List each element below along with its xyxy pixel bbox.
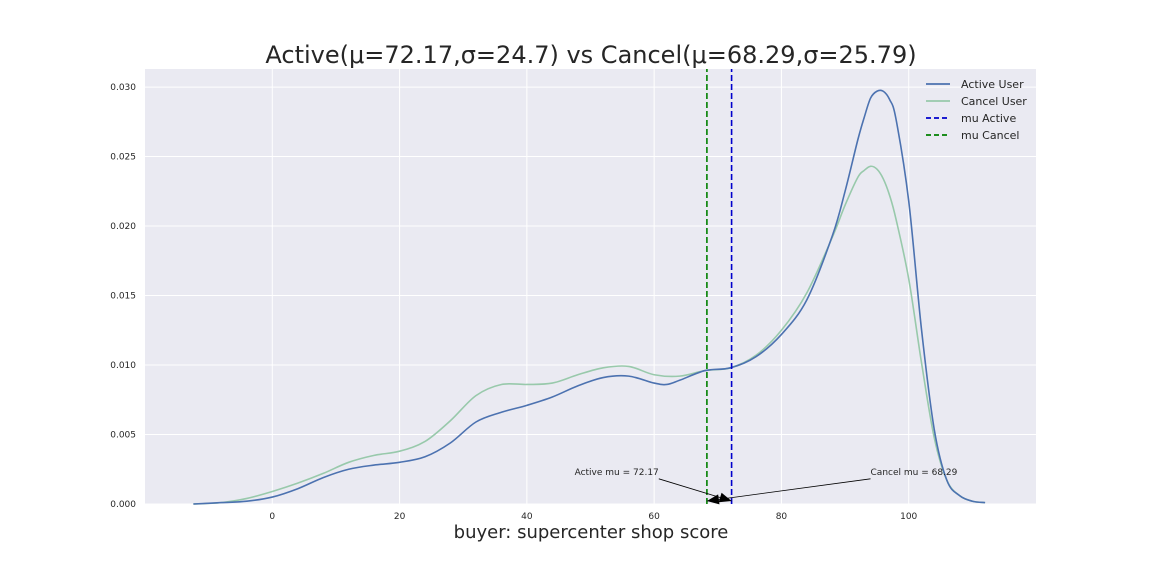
- chart-title: Active(μ=72.17,σ=24.7) vs Cancel(μ=68.29…: [265, 41, 916, 69]
- x-axis-label: buyer: supercenter shop score: [454, 522, 729, 543]
- series-layer: [193, 69, 986, 505]
- legend-label-mu-cancel: mu Cancel: [961, 129, 1019, 142]
- x-tick-label: 40: [521, 512, 533, 522]
- y-tick-label: 0.015: [110, 292, 136, 302]
- annotation-arrow-head: [718, 492, 732, 503]
- annotation-arrow-line: [706, 478, 871, 502]
- y-tick-label: 0.000: [110, 500, 136, 510]
- legend-label-mu-active: mu Active: [961, 112, 1016, 125]
- x-tick-label: 20: [394, 512, 406, 522]
- grid-lines: [145, 69, 1036, 505]
- y-tick-label: 0.030: [110, 83, 136, 93]
- y-tick-label: 0.025: [110, 153, 136, 163]
- x-axis-ticks: 0 20 40 60 80 100: [269, 512, 917, 522]
- legend-label-active-user: Active User: [961, 78, 1024, 91]
- plot-area: [145, 69, 1036, 504]
- x-tick-label: 60: [648, 512, 660, 522]
- y-tick-label: 0.005: [110, 431, 136, 441]
- annotation-arrow-line: [658, 478, 732, 502]
- annotation-arrow-head: [706, 494, 720, 505]
- x-tick-label: 0: [269, 512, 275, 522]
- y-tick-label: 0.020: [110, 222, 136, 232]
- x-tick-label: 80: [776, 512, 788, 522]
- legend-label-cancel-user: Cancel User: [961, 95, 1027, 108]
- series-active-user: [193, 89, 986, 505]
- annotation-layer: Active mu = 72.17 Cancel mu = 68.29: [575, 468, 958, 505]
- y-axis-ticks: 0.000 0.005 0.010 0.015 0.020 0.025 0.030: [110, 83, 136, 510]
- x-tick-label: 100: [900, 512, 917, 522]
- y-tick-label: 0.010: [110, 361, 136, 371]
- annotation-label: Cancel mu = 68.29: [871, 468, 958, 478]
- legend: Active User Cancel User mu Active mu Cancel: [926, 78, 1027, 142]
- annotation-label: Active mu = 72.17: [575, 468, 659, 478]
